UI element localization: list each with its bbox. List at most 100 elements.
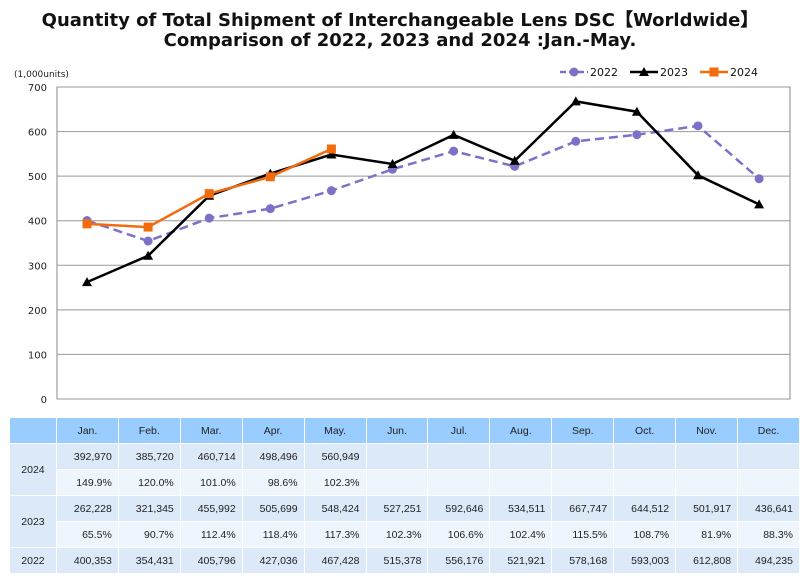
column-header: Nov. — [676, 418, 738, 443]
table-cell-units: 505,699 — [242, 496, 304, 521]
table-cell-units — [366, 444, 428, 469]
table-cell-percent: 108.7% — [614, 522, 676, 547]
line-chart: 0 100 200 300 400 500 600 700 (1,000units) 2022 20… — [14, 66, 791, 406]
data-point-2023 — [754, 199, 765, 209]
table-cell-percent: 106.6% — [428, 522, 490, 547]
data-point-2024 — [326, 144, 336, 154]
data-point-2023 — [326, 149, 337, 159]
table-cell-percent: 102.4% — [490, 522, 552, 547]
table-cell-units: 515,378 — [366, 548, 428, 573]
y-tick-label: 500 — [28, 172, 47, 183]
data-point-2022 — [571, 136, 581, 146]
data-point-2024 — [82, 219, 92, 229]
table-cell-percent: 120.0% — [118, 470, 180, 495]
table-cell-percent: 149.9% — [56, 470, 118, 495]
table-cell-units: 527,251 — [366, 496, 428, 521]
legend-marker-2024 — [709, 67, 719, 77]
data-point-2022 — [204, 213, 214, 223]
table-cell-percent: 115.5% — [552, 522, 614, 547]
table-cell-units: 392,970 — [56, 444, 118, 469]
table-cell-units: 427,036 — [242, 548, 304, 573]
table-cell-units: 521,921 — [490, 548, 552, 573]
table-cell-percent: 101.0% — [180, 470, 242, 495]
table-cell-units: 612,808 — [676, 548, 738, 573]
table-cell-units — [552, 444, 614, 469]
table-cell-units: 560,949 — [304, 444, 366, 469]
table-header-row: Jan. Feb. Mar. Apr. May. Jun. Jul. Aug. Sep. Oct.… — [10, 418, 799, 443]
table-cell-units: 460,714 — [180, 444, 242, 469]
column-header: Jul. — [428, 418, 490, 443]
table-row-2022: 2022 400,353 354,431 405,796 427,036 467,428 5… — [10, 548, 799, 573]
table-cell-percent: 65.5% — [56, 522, 118, 547]
table-cell-percent: 98.6% — [242, 470, 304, 495]
header-blank — [10, 418, 56, 443]
table-cell-units: 354,431 — [118, 548, 180, 573]
legend-label-2023: 2023 — [660, 66, 688, 79]
table-cell-units: 592,646 — [428, 496, 490, 521]
table-row-2024-yoy: 149.9% 120.0% 101.0% 98.6% 102.3% — [10, 470, 799, 495]
table-cell-percent: 90.7% — [118, 522, 180, 547]
table-cell-units — [428, 444, 490, 469]
column-header: Jun. — [366, 418, 428, 443]
table-cell-units: 667,747 — [552, 496, 614, 521]
data-point-2023 — [693, 170, 703, 180]
data-point-2022 — [449, 146, 459, 156]
row-year-label: 2022 — [10, 548, 56, 573]
table-cell-units: 385,720 — [118, 444, 180, 469]
row-year-label: 2023 — [10, 496, 56, 547]
data-table: Jan. Feb. Mar. Apr. May. Jun. Jul. Aug. Sep. Oct.… — [9, 417, 800, 574]
data-point-2023 — [448, 129, 459, 139]
data-point-2023 — [387, 158, 398, 168]
table-cell-percent: 118.4% — [242, 522, 304, 547]
y-tick-label: 0 — [41, 395, 47, 406]
table-cell-percent: 88.3% — [738, 522, 799, 547]
table-cell-units: 593,003 — [614, 548, 676, 573]
table-cell-percent: 81.9% — [676, 522, 738, 547]
data-point-2023 — [82, 277, 92, 287]
table-cell-units: 644,512 — [614, 496, 676, 521]
table-cell-units: 455,992 — [180, 496, 242, 521]
table-cell-percent — [552, 470, 614, 495]
data-point-2022 — [265, 204, 275, 214]
column-header: Oct. — [614, 418, 676, 443]
data-point-2023 — [143, 250, 154, 260]
table-cell-percent — [366, 470, 428, 495]
column-header: Mar. — [180, 418, 242, 443]
column-header: Sep. — [552, 418, 614, 443]
table-cell-units: 501,917 — [676, 496, 738, 521]
table-cell-units: 321,345 — [118, 496, 180, 521]
table-cell-units: 405,796 — [180, 548, 242, 573]
table-cell-units: 548,424 — [304, 496, 366, 521]
series-line-2023 — [86, 100, 760, 284]
legend-marker-2022 — [569, 67, 579, 77]
table-cell-percent — [676, 470, 738, 495]
data-point-2023 — [509, 155, 520, 165]
y-tick-label: 200 — [28, 306, 47, 317]
table-cell-units: 556,176 — [428, 548, 490, 573]
table-cell-percent — [428, 470, 490, 495]
table-cell-units: 494,235 — [738, 548, 799, 573]
data-point-2023 — [570, 96, 581, 106]
data-point-2022 — [632, 130, 642, 140]
column-header: Apr. — [242, 418, 304, 443]
y-tick-label: 100 — [28, 350, 47, 361]
row-year-label: 2024 — [10, 444, 56, 495]
table-cell-units: 498,496 — [242, 444, 304, 469]
table-cell-units — [614, 444, 676, 469]
data-point-2022 — [693, 121, 703, 131]
y-tick-label: 700 — [28, 83, 47, 94]
data-point-2022 — [143, 236, 153, 246]
table-cell-percent: 102.3% — [304, 470, 366, 495]
table-cell-percent: 112.4% — [180, 522, 242, 547]
column-header: Dec. — [738, 418, 799, 443]
table-cell-units: 400,353 — [56, 548, 118, 573]
data-point-2022 — [754, 174, 764, 184]
series-line-2022 — [86, 124, 760, 243]
data-point-2024 — [204, 189, 214, 199]
table-cell-units: 578,168 — [552, 548, 614, 573]
chart-title-line-2: Comparison of 2022, 2023 and 2024 :Jan.-… — [163, 30, 637, 51]
table-row-2023-yoy: 65.5% 90.7% 112.4% 118.4% 117.3% 102.3% 106.6%… — [10, 522, 799, 547]
column-header: Jan. — [56, 418, 118, 443]
column-header: May. — [304, 418, 366, 443]
table-cell-units: 534,511 — [490, 496, 552, 521]
